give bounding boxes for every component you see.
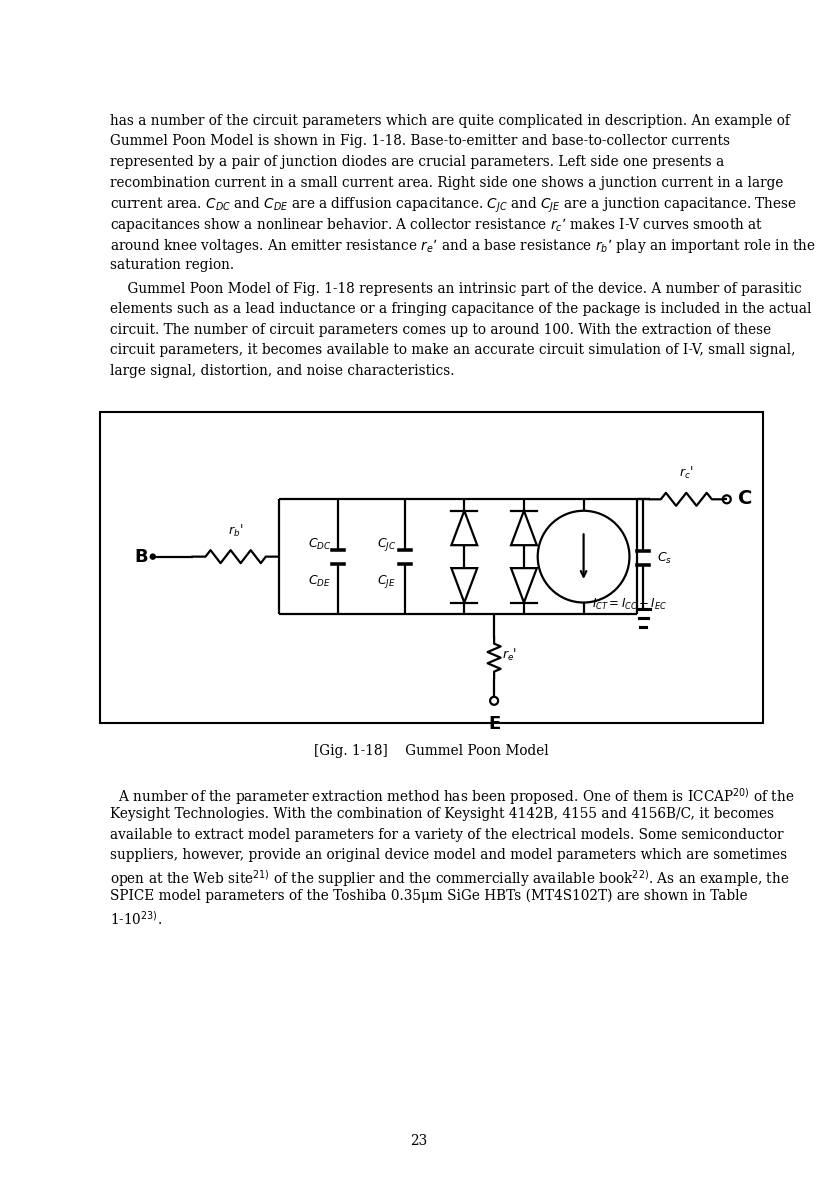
- Polygon shape: [511, 511, 537, 546]
- Text: $C_{JE}$: $C_{JE}$: [377, 573, 396, 591]
- Text: $C_{DE}$: $C_{DE}$: [308, 574, 331, 589]
- Text: suppliers, however, provide an original device model and model parameters which : suppliers, however, provide an original …: [110, 848, 787, 862]
- Text: current area. $C_{DC}$ and $C_{DE}$ are a diffusion capacitance. $C_{JC}$ and $C: current area. $C_{DC}$ and $C_{DE}$ are …: [110, 196, 797, 216]
- Text: $r_b$': $r_b$': [228, 523, 243, 538]
- Text: $C_{DC}$: $C_{DC}$: [308, 537, 331, 553]
- Text: Keysight Technologies. With the combination of Keysight 4142B, 4155 and 4156B/C,: Keysight Technologies. With the combinat…: [110, 806, 773, 821]
- Text: around knee voltages. An emitter resistance $r_e$’ and a base resistance $r_b$’ : around knee voltages. An emitter resista…: [110, 237, 815, 255]
- Text: $r_e$': $r_e$': [502, 646, 517, 663]
- Text: recombination current in a small current area. Right side one shows a junction c: recombination current in a small current…: [110, 176, 784, 190]
- Text: $C_s$: $C_s$: [657, 550, 672, 566]
- Text: $\mathbf{E}$: $\mathbf{E}$: [488, 715, 500, 733]
- Text: A number of the parameter extraction method has been proposed. One of them is IC: A number of the parameter extraction met…: [110, 786, 794, 808]
- Bar: [100, 413, 763, 722]
- Text: 1-10$^{23)}$.: 1-10$^{23)}$.: [110, 910, 162, 927]
- Polygon shape: [511, 568, 537, 602]
- Text: has a number of the circuit parameters which are quite complicated in descriptio: has a number of the circuit parameters w…: [110, 114, 789, 128]
- Text: SPICE model parameters of the Toshiba 0.35μm SiGe HBTs (MT4S102T) are shown in T: SPICE model parameters of the Toshiba 0.…: [110, 890, 747, 904]
- Text: $I_{CT}=I_{CC}-I_{EC}$: $I_{CT}=I_{CC}-I_{EC}$: [592, 597, 667, 612]
- Text: [Gig. 1-18]    Gummel Poon Model: [Gig. 1-18] Gummel Poon Model: [313, 745, 549, 759]
- Text: saturation region.: saturation region.: [110, 257, 234, 272]
- Text: elements such as a lead inductance or a fringing capacitance of the package is i: elements such as a lead inductance or a …: [110, 302, 811, 317]
- Text: represented by a pair of junction diodes are crucial parameters. Left side one p: represented by a pair of junction diodes…: [110, 155, 724, 168]
- Text: Gummel Poon Model of Fig. 1-18 represents an intrinsic part of the device. A num: Gummel Poon Model of Fig. 1-18 represent…: [110, 282, 801, 296]
- Text: 23: 23: [411, 1134, 427, 1148]
- Text: $\mathbf{C}$: $\mathbf{C}$: [737, 490, 752, 509]
- Text: available to extract model parameters for a variety of the electrical models. So: available to extract model parameters fo…: [110, 828, 784, 842]
- Text: circuit. The number of circuit parameters comes up to around 100. With the extra: circuit. The number of circuit parameter…: [110, 323, 771, 337]
- Text: capacitances show a nonlinear behavior. A collector resistance $r_c$’ makes I-V : capacitances show a nonlinear behavior. …: [110, 217, 763, 235]
- Text: $r_c$': $r_c$': [679, 465, 694, 482]
- Polygon shape: [452, 511, 477, 546]
- Circle shape: [150, 554, 155, 559]
- Text: $C_{JC}$: $C_{JC}$: [377, 536, 396, 553]
- Text: $\mathbf{B}$: $\mathbf{B}$: [134, 548, 149, 566]
- Text: circuit parameters, it becomes available to make an accurate circuit simulation : circuit parameters, it becomes available…: [110, 344, 795, 357]
- Text: large signal, distortion, and noise characteristics.: large signal, distortion, and noise char…: [110, 364, 454, 378]
- Polygon shape: [452, 568, 477, 602]
- Text: open at the Web site$^{21)}$ of the supplier and the commercially available book: open at the Web site$^{21)}$ of the supp…: [110, 868, 789, 890]
- Text: Gummel Poon Model is shown in Fig. 1-18. Base-to-emitter and base-to-collector c: Gummel Poon Model is shown in Fig. 1-18.…: [110, 134, 730, 148]
